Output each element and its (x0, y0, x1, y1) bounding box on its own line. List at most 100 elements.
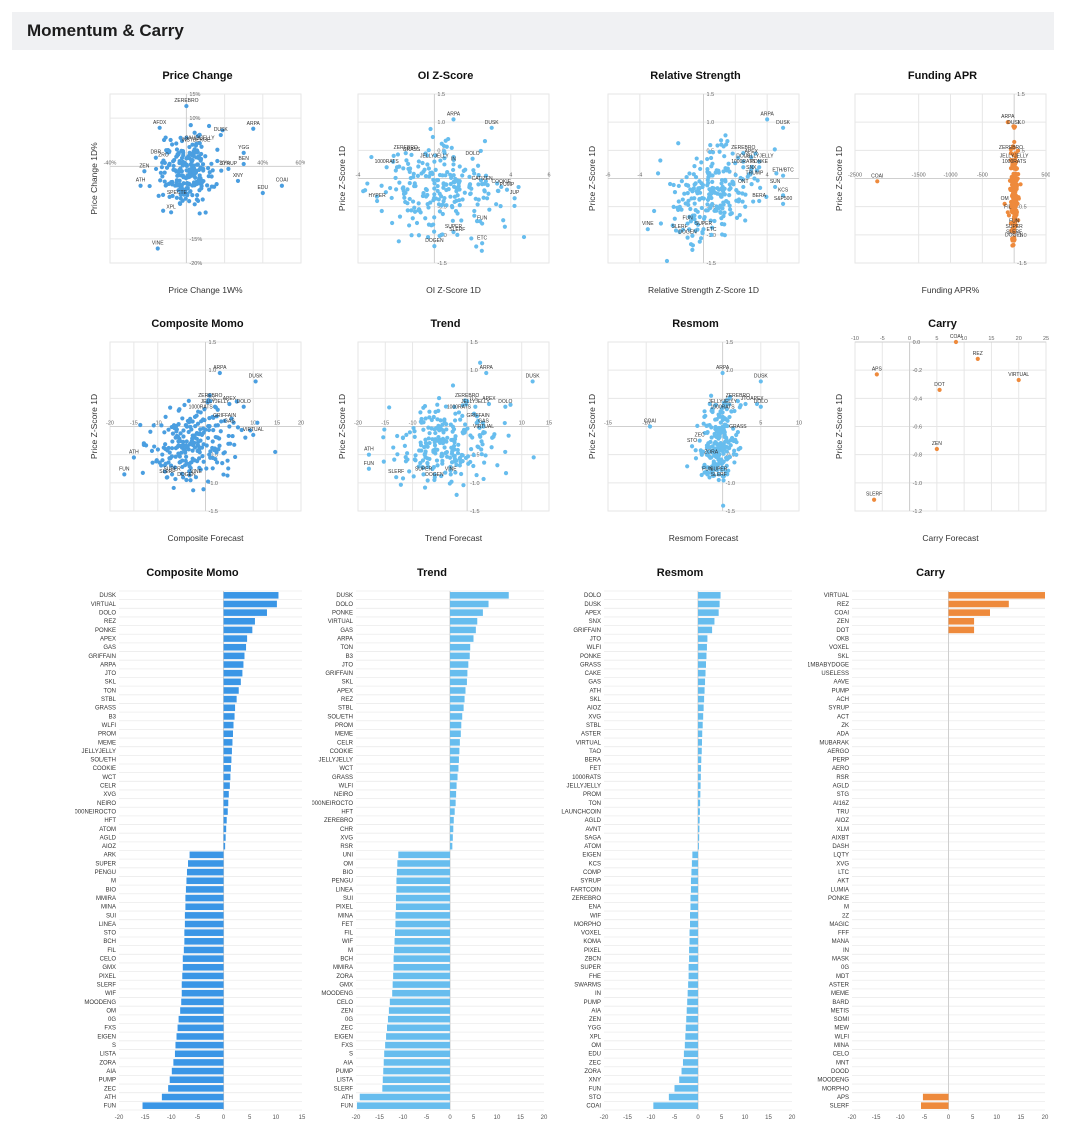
data-point (697, 239, 702, 244)
data-point (162, 430, 167, 435)
point-label: DUSK (754, 373, 769, 379)
point-label: 1000RATS (731, 159, 756, 165)
data-point (156, 193, 161, 198)
data-point (140, 470, 145, 475)
data-point (408, 175, 413, 181)
chart-trend-scatter: Trend 1.51.00.5-0.5-1.0-1.5-20-15-101015… (338, 318, 553, 553)
data-point (439, 141, 444, 146)
point-label: ARPA (716, 365, 730, 371)
category-label: SLERF (97, 982, 117, 988)
data-point (394, 475, 399, 480)
category-label: AKT (837, 879, 849, 885)
data-point (200, 197, 205, 202)
data-point (183, 450, 188, 455)
category-label: GRIFFAIN (325, 671, 353, 677)
data-point (690, 243, 696, 248)
category-label: SYRUP (580, 879, 601, 885)
data-point (143, 443, 149, 448)
category-label: GRASS (95, 706, 116, 712)
category-label: XVG (103, 792, 116, 798)
bar (185, 903, 224, 911)
x-tick-label: 10 (519, 421, 525, 427)
point-label: JTO (741, 396, 750, 402)
category-label: EIGEN (97, 1034, 116, 1040)
category-label: ZEN (341, 1008, 353, 1014)
data-point (735, 399, 740, 404)
bar (450, 617, 478, 625)
point-label: ZEREBRO (174, 98, 198, 104)
data-point (431, 465, 436, 470)
x-tick-label: -500 (977, 173, 988, 179)
bar (181, 998, 224, 1006)
data-point (738, 403, 743, 408)
data-point (1010, 243, 1016, 248)
data-point (726, 161, 731, 166)
category-label: AIA (591, 1008, 601, 1014)
data-point (934, 446, 939, 452)
category-label: WLFI (339, 784, 354, 790)
point-label: DOLO (466, 151, 480, 157)
data-point (451, 167, 456, 173)
category-label: XVG (836, 861, 849, 867)
data-point (192, 172, 197, 177)
data-point (677, 229, 682, 235)
point-label: GRASS (403, 147, 421, 153)
point-label: DOLO (498, 399, 512, 405)
y-axis-title: Price Z-Score 1D (338, 146, 347, 211)
data-point (173, 454, 178, 459)
data-point (421, 427, 426, 432)
category-label: PERP (833, 758, 849, 764)
bar (683, 1050, 698, 1058)
data-point (456, 442, 461, 447)
data-point (449, 479, 454, 484)
bar (223, 609, 267, 616)
data-point (441, 185, 446, 190)
category-label: GAS (103, 645, 116, 651)
bar (182, 972, 224, 980)
data-point (743, 218, 748, 223)
data-point (162, 463, 167, 468)
data-point (430, 437, 435, 442)
bar (682, 1059, 698, 1066)
data-point (721, 169, 726, 174)
point-label: TRUMP (746, 171, 764, 177)
point-label: APS (872, 366, 883, 372)
data-point (417, 448, 422, 453)
point-label: SLERF (672, 224, 688, 230)
data-point (166, 427, 171, 432)
data-point (437, 172, 443, 178)
data-point (433, 451, 438, 456)
data-point (427, 440, 432, 446)
data-point (710, 179, 715, 184)
bar (223, 739, 233, 746)
category-label: PROM (98, 732, 116, 738)
category-label: CELO (833, 1052, 850, 1058)
data-point (182, 402, 187, 408)
point-label: VINE (642, 221, 654, 227)
bar (386, 1033, 450, 1040)
bar (175, 1041, 224, 1049)
data-point (716, 472, 721, 477)
data-point (444, 203, 449, 208)
data-point (397, 180, 402, 185)
data-point (460, 430, 465, 435)
data-point (255, 420, 260, 425)
data-point (476, 197, 481, 202)
data-point (193, 424, 198, 429)
point-label: STO (687, 438, 697, 444)
data-point (391, 445, 396, 450)
bar (668, 1093, 698, 1101)
bar (450, 669, 468, 677)
category-label: LISTA (337, 1078, 353, 1084)
data-point (375, 198, 380, 204)
data-point (412, 209, 418, 214)
data-point (1005, 120, 1010, 125)
category-label: MUBARAK (819, 740, 849, 746)
data-point (442, 445, 447, 450)
data-point (171, 163, 176, 169)
data-point (176, 408, 181, 413)
category-label: FXS (341, 1043, 353, 1049)
bar (450, 609, 483, 616)
data-point (719, 194, 724, 199)
data-point (482, 460, 487, 465)
